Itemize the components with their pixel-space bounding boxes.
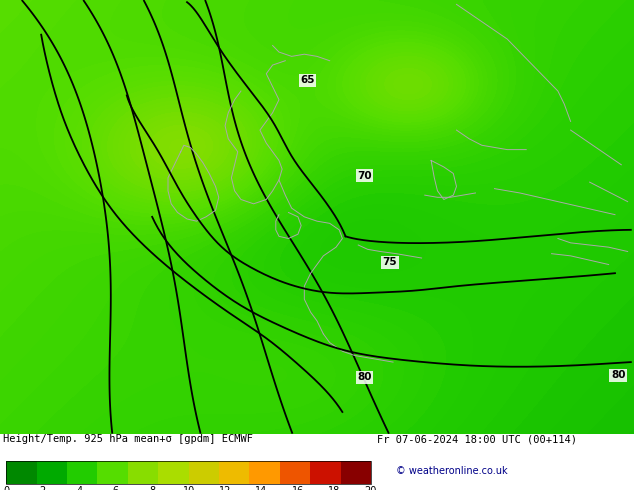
Text: Height/Temp. 925 hPa mean+σ [gpdm] ECMWF: Height/Temp. 925 hPa mean+σ [gpdm] ECMWF xyxy=(3,434,253,444)
Text: 14: 14 xyxy=(256,486,268,490)
Bar xyxy=(189,461,219,484)
Bar xyxy=(310,461,340,484)
Text: 18: 18 xyxy=(328,486,340,490)
Bar xyxy=(249,461,280,484)
Text: 12: 12 xyxy=(219,486,231,490)
Bar xyxy=(219,461,249,484)
Text: 10: 10 xyxy=(183,486,195,490)
Bar xyxy=(280,461,310,484)
Bar xyxy=(340,461,371,484)
Bar xyxy=(98,461,128,484)
Text: 2: 2 xyxy=(40,486,46,490)
Text: Fr 07-06-2024 18:00 UTC (00+114): Fr 07-06-2024 18:00 UTC (00+114) xyxy=(377,434,577,444)
Text: 4: 4 xyxy=(76,486,82,490)
Text: 8: 8 xyxy=(149,486,155,490)
Text: 70: 70 xyxy=(357,171,372,181)
Bar xyxy=(128,461,158,484)
Text: 0: 0 xyxy=(3,486,10,490)
Text: 75: 75 xyxy=(382,257,398,268)
Text: 80: 80 xyxy=(358,372,372,382)
Text: 80: 80 xyxy=(611,370,625,380)
Bar xyxy=(158,461,189,484)
Bar xyxy=(67,461,98,484)
Text: 20: 20 xyxy=(365,486,377,490)
Text: 6: 6 xyxy=(113,486,119,490)
Bar xyxy=(37,461,67,484)
Text: © weatheronline.co.uk: © weatheronline.co.uk xyxy=(396,466,508,476)
Bar xyxy=(6,461,37,484)
Bar xyxy=(6,461,371,484)
Text: 16: 16 xyxy=(292,486,304,490)
Text: 65: 65 xyxy=(301,75,314,85)
